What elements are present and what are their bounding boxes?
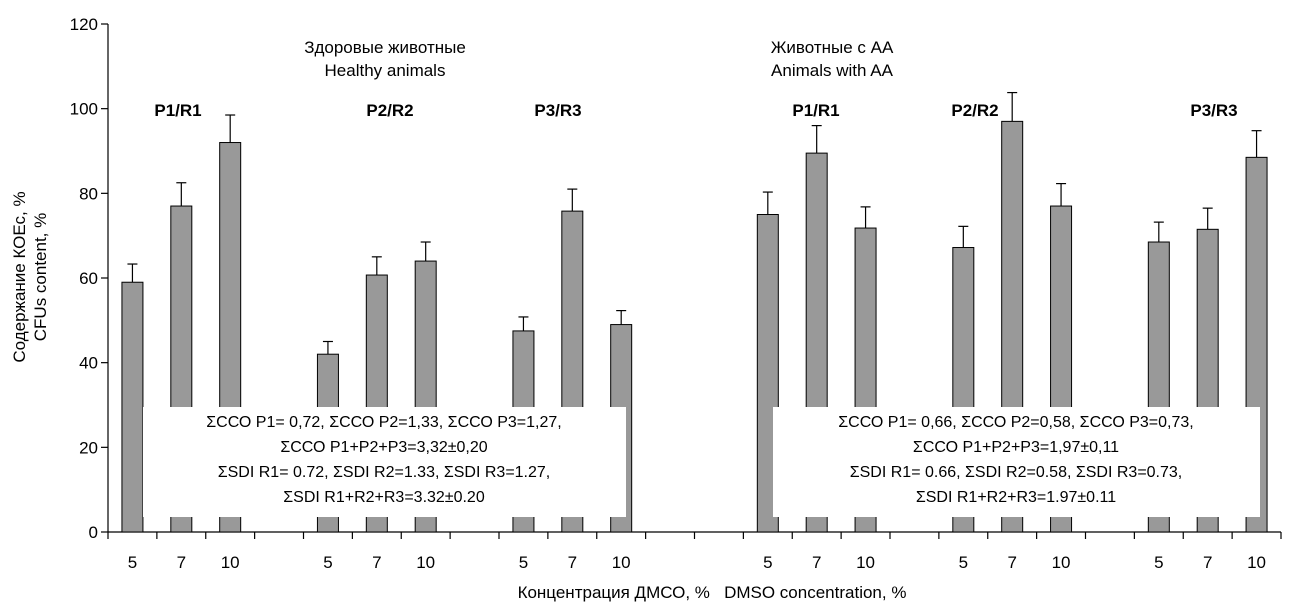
annotation-text: ΣССО P1= 0,72, ΣССО P2=1,33, ΣССО P3=1,2…: [206, 414, 561, 431]
subgroup-label: P1/R1: [792, 101, 839, 120]
x-tick-label: 7: [372, 553, 381, 572]
subgroup-label: P3/R3: [534, 101, 581, 120]
x-tick-label: 7: [1007, 553, 1016, 572]
y-tick-label: 0: [89, 523, 98, 542]
y-tick-label: 80: [79, 184, 98, 203]
annotation-text: ΣССО P1+P2+P3=1,97±0,11: [913, 439, 1119, 456]
bar: [121, 281, 144, 533]
labels: Содержание КОЕс, % CFUs content, % Конце…: [10, 15, 1266, 602]
x-tick-label: 10: [221, 553, 240, 572]
error-bars: [127, 91, 1262, 355]
y-tick-label: 60: [79, 269, 98, 288]
y-tick-label: 40: [79, 354, 98, 373]
x-tick-label: 7: [812, 553, 821, 572]
annotation-text: ΣССО P1= 0,66, ΣССО P2=0,58, ΣССО P3=0,7…: [838, 414, 1193, 431]
annotation-boxes: [143, 407, 1260, 517]
x-tick-label: 5: [1154, 553, 1163, 572]
annotation-text: ΣSDI R1= 0.66, ΣSDI R2=0.58, ΣSDI R3=0.7…: [850, 464, 1183, 481]
y-tick-label: 20: [79, 438, 98, 457]
subgroup-label: P2/R2: [951, 101, 998, 120]
x-tick-label: 7: [1203, 553, 1212, 572]
annotation-box: [773, 407, 1260, 517]
x-tick-label: 7: [568, 553, 577, 572]
x-tick-label: 10: [1247, 553, 1266, 572]
x-tick-label: 5: [959, 553, 968, 572]
x-tick-label: 10: [856, 553, 875, 572]
x-tick-label: 7: [177, 553, 186, 572]
axes: [101, 23, 1282, 539]
subgroup-label: P2/R2: [366, 101, 413, 120]
annotation-box: [143, 407, 626, 517]
y-tick-label: 100: [70, 100, 98, 119]
group-title: Animals with AA: [771, 61, 894, 80]
x-tick-label: 5: [323, 553, 332, 572]
y-axis-title: Содержание КОЕс, %: [10, 191, 29, 362]
subgroup-label: P3/R3: [1190, 101, 1237, 120]
annotation-text: ΣSDI R1+R2+R3=1.97±0.11: [916, 489, 1116, 506]
x-tick-label: 10: [1052, 553, 1071, 572]
x-tick-label: 5: [128, 553, 137, 572]
annotation-text: ΣSDI R1+R2+R3=3.32±0.20: [283, 489, 485, 506]
group-title: Здоровые животные: [304, 38, 466, 57]
y-axis-title-english: CFUs content, %: [31, 213, 50, 342]
subgroup-label: P1/R1: [154, 101, 201, 120]
y-tick-label: 120: [70, 15, 98, 34]
annotation-text: ΣССО P1+P2+P3=3,32±0,20: [280, 439, 487, 456]
x-tick-label: 10: [612, 553, 631, 572]
x-tick-label: 5: [763, 553, 772, 572]
annotation-text: ΣSDI R1= 0.72, ΣSDI R2=1.33, ΣSDI R3=1.2…: [218, 464, 551, 481]
x-tick-label: 10: [416, 553, 435, 572]
group-title: Healthy animals: [325, 61, 446, 80]
x-tick-label: 5: [519, 553, 528, 572]
group-title: Животные с АА: [771, 38, 894, 57]
x-axis-title: Концентрация ДМСО, % DMSO concentration,…: [518, 583, 907, 602]
